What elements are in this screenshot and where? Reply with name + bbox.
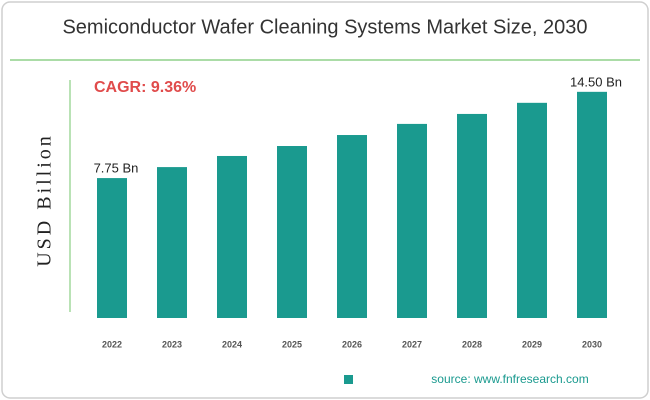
x-tick-label: 2022 [102, 339, 122, 349]
bar [397, 123, 427, 319]
cagr-annotation: CAGR: 9.36% [94, 79, 196, 96]
x-tick-label: 2028 [462, 339, 482, 349]
source-note: source: www.fnfresearch.com [431, 372, 588, 386]
x-tick-label: 2024 [222, 339, 242, 349]
bar [277, 146, 307, 318]
x-tick-label: 2026 [342, 339, 362, 349]
x-tick-label: 2029 [522, 339, 542, 349]
y-axis-label: USD Billion [34, 133, 56, 267]
value-label: 14.50 Bn [570, 74, 622, 89]
x-tick-label: 2025 [282, 339, 302, 349]
bar [157, 167, 187, 318]
bar [337, 135, 367, 318]
value-label: 7.75 Bn [94, 161, 139, 176]
bar [97, 178, 127, 318]
bar [577, 91, 607, 318]
chart-title: Semiconductor Wafer Cleaning Systems Mar… [62, 16, 587, 38]
x-tick-label: 2023 [162, 339, 182, 349]
x-tick-label: 2027 [402, 339, 422, 349]
x-tick-label: 2030 [582, 339, 602, 349]
bar [217, 155, 247, 318]
legend-swatch [344, 375, 353, 384]
bar [517, 102, 547, 318]
bar [457, 113, 487, 318]
